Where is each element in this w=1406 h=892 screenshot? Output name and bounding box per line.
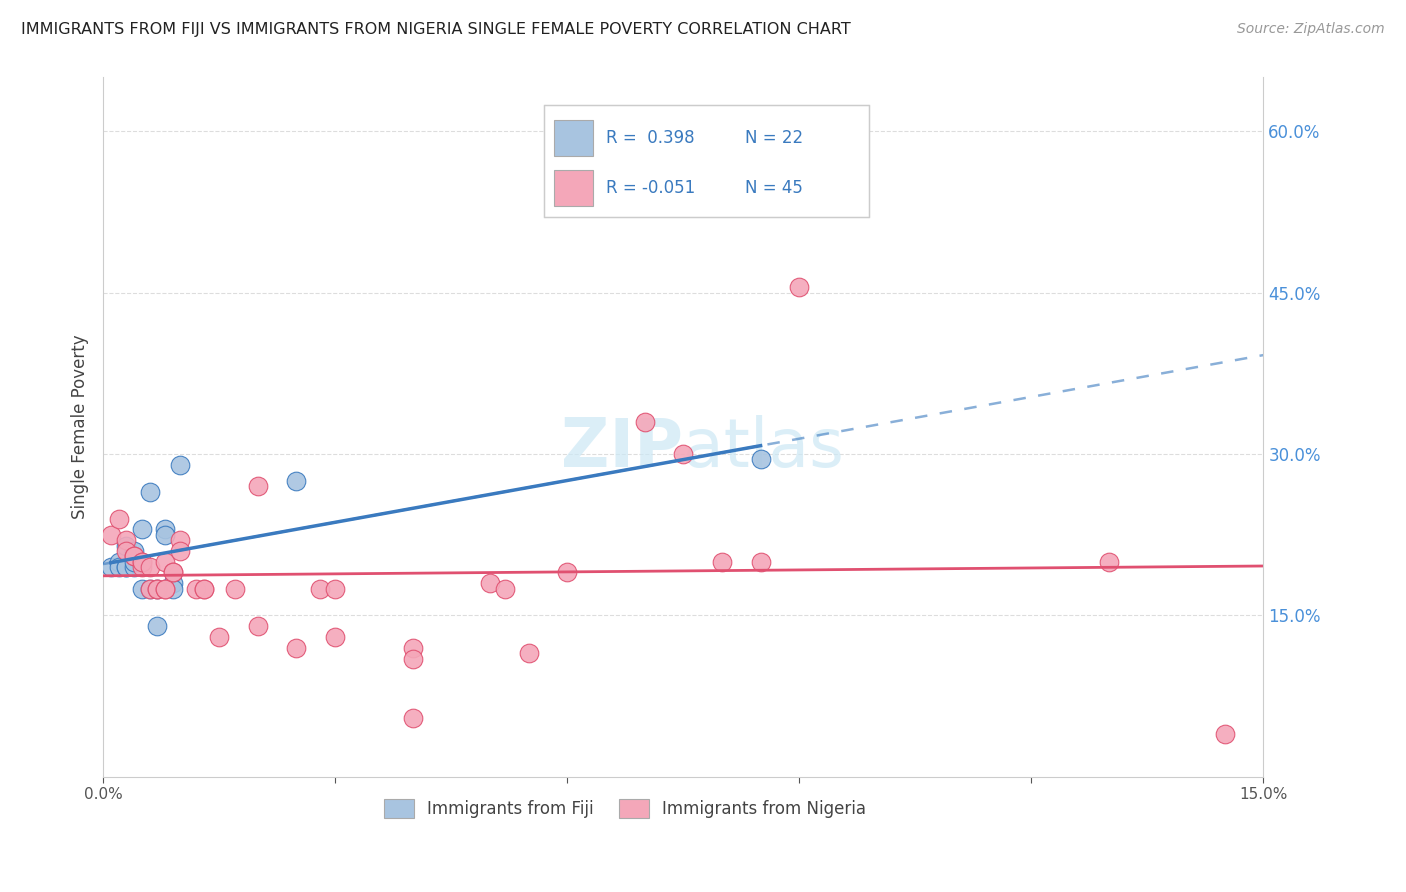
Point	[1098, 555, 1121, 569]
Point	[787, 280, 810, 294]
Point	[285, 474, 308, 488]
Point	[153, 528, 176, 542]
Point	[115, 560, 138, 574]
Point	[153, 555, 176, 569]
Point	[208, 630, 231, 644]
Point	[115, 533, 138, 548]
Point	[494, 582, 516, 596]
Point	[184, 582, 207, 596]
Point	[162, 566, 184, 580]
Point	[122, 549, 145, 564]
Point	[162, 582, 184, 596]
Point	[308, 582, 330, 596]
Point	[749, 452, 772, 467]
Point	[162, 576, 184, 591]
Legend: Immigrants from Fiji, Immigrants from Nigeria: Immigrants from Fiji, Immigrants from Ni…	[377, 792, 873, 824]
Point	[122, 560, 145, 574]
Point	[107, 511, 129, 525]
Point	[100, 560, 122, 574]
Point	[115, 544, 138, 558]
Point	[224, 582, 246, 596]
Point	[749, 555, 772, 569]
Point	[122, 555, 145, 569]
Point	[153, 582, 176, 596]
Point	[131, 560, 153, 574]
Point	[146, 619, 169, 633]
Point	[193, 582, 215, 596]
Point	[122, 549, 145, 564]
Text: ZIP: ZIP	[561, 415, 683, 481]
Point	[153, 522, 176, 536]
Point	[633, 415, 655, 429]
Point	[131, 582, 153, 596]
Point	[107, 555, 129, 569]
Point	[1213, 727, 1236, 741]
Point	[138, 560, 160, 574]
Point	[131, 555, 153, 569]
Point	[517, 646, 540, 660]
Text: atlas: atlas	[683, 415, 844, 481]
Point	[131, 555, 153, 569]
Point	[169, 544, 191, 558]
Point	[401, 651, 423, 665]
Point	[401, 640, 423, 655]
Point	[169, 458, 191, 472]
Point	[146, 582, 169, 596]
Point	[246, 479, 269, 493]
Text: Source: ZipAtlas.com: Source: ZipAtlas.com	[1237, 22, 1385, 37]
Point	[122, 544, 145, 558]
Y-axis label: Single Female Poverty: Single Female Poverty	[72, 334, 89, 519]
Point	[162, 566, 184, 580]
Point	[478, 576, 501, 591]
Point	[115, 539, 138, 553]
Point	[100, 528, 122, 542]
Point	[672, 447, 695, 461]
Point	[323, 582, 346, 596]
Point	[138, 582, 160, 596]
Text: IMMIGRANTS FROM FIJI VS IMMIGRANTS FROM NIGERIA SINGLE FEMALE POVERTY CORRELATIO: IMMIGRANTS FROM FIJI VS IMMIGRANTS FROM …	[21, 22, 851, 37]
Point	[169, 533, 191, 548]
Point	[246, 619, 269, 633]
Point	[138, 582, 160, 596]
Point	[115, 560, 138, 574]
Point	[193, 582, 215, 596]
Point	[710, 555, 733, 569]
Point	[131, 522, 153, 536]
Point	[555, 566, 578, 580]
Point	[323, 630, 346, 644]
Point	[107, 560, 129, 574]
Point	[138, 484, 160, 499]
Point	[153, 582, 176, 596]
Point	[146, 582, 169, 596]
Point	[285, 640, 308, 655]
Point	[146, 582, 169, 596]
Point	[401, 711, 423, 725]
